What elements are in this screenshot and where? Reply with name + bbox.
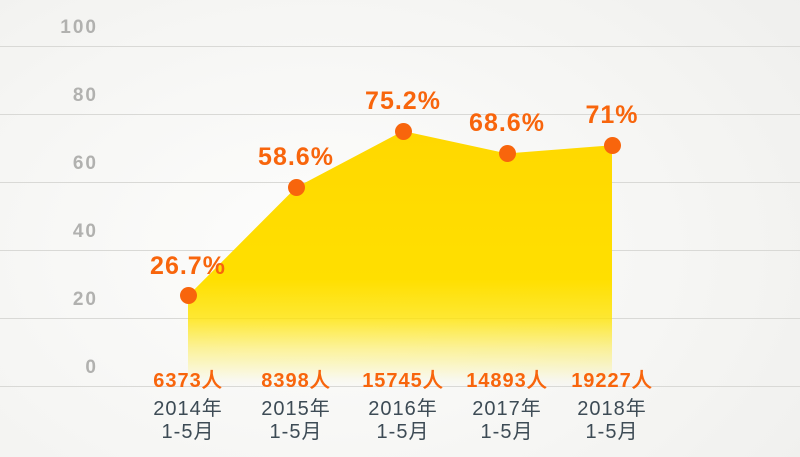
y-axis-tick-label: 0 [85, 356, 98, 378]
x-axis-category-label: 2016年 1-5月 [333, 398, 473, 444]
data-point[interactable] [287, 178, 305, 196]
point-count-label: 8398人 [261, 370, 331, 392]
x-axis-category-label: 2015年 1-5月 [226, 398, 366, 444]
x-axis-category-line: 1-5月 [480, 421, 534, 443]
x-axis-category-line: 1-5月 [585, 421, 639, 443]
y-axis-tick-label: 80 [72, 84, 98, 106]
y-axis-tick-label: 100 [60, 16, 98, 38]
point-count-label: 19227人 [571, 370, 653, 392]
data-point[interactable] [179, 287, 197, 305]
gridline [0, 46, 800, 48]
point-value-label: 68.6% [469, 109, 545, 138]
data-point[interactable] [394, 122, 412, 140]
point-value-label: 75.2% [365, 87, 441, 116]
x-axis-category-line: 2014年 [153, 398, 223, 420]
point-value-label: 26.7% [150, 251, 226, 280]
x-axis-category-label: 2014年 1-5月 [118, 398, 258, 444]
x-axis-category-line: 1-5月 [376, 421, 430, 443]
x-axis-category-line: 2017年 [472, 398, 542, 420]
y-axis-tick-label: 40 [72, 220, 98, 242]
x-axis-category-line: 1-5月 [269, 421, 323, 443]
point-count-label: 6373人 [153, 370, 223, 392]
x-axis-category-label: 2018年 1-5月 [542, 398, 682, 444]
y-axis-tick-label: 60 [72, 152, 98, 174]
x-axis-category-line: 2016年 [368, 398, 438, 420]
gridline [0, 114, 800, 116]
point-count-label: 15745人 [362, 370, 444, 392]
y-axis-tick-label: 20 [72, 288, 98, 310]
x-axis-category-line: 1-5月 [161, 421, 215, 443]
x-axis-category-line: 2015年 [261, 398, 331, 420]
x-axis-category-label: 2017年 1-5月 [437, 398, 577, 444]
point-value-label: 71% [585, 101, 639, 130]
point-value-label: 58.6% [258, 143, 334, 172]
data-point[interactable] [498, 144, 516, 162]
data-point[interactable] [603, 136, 621, 154]
point-count-label: 14893人 [466, 370, 548, 392]
x-axis-category-line: 2018年 [577, 398, 647, 420]
